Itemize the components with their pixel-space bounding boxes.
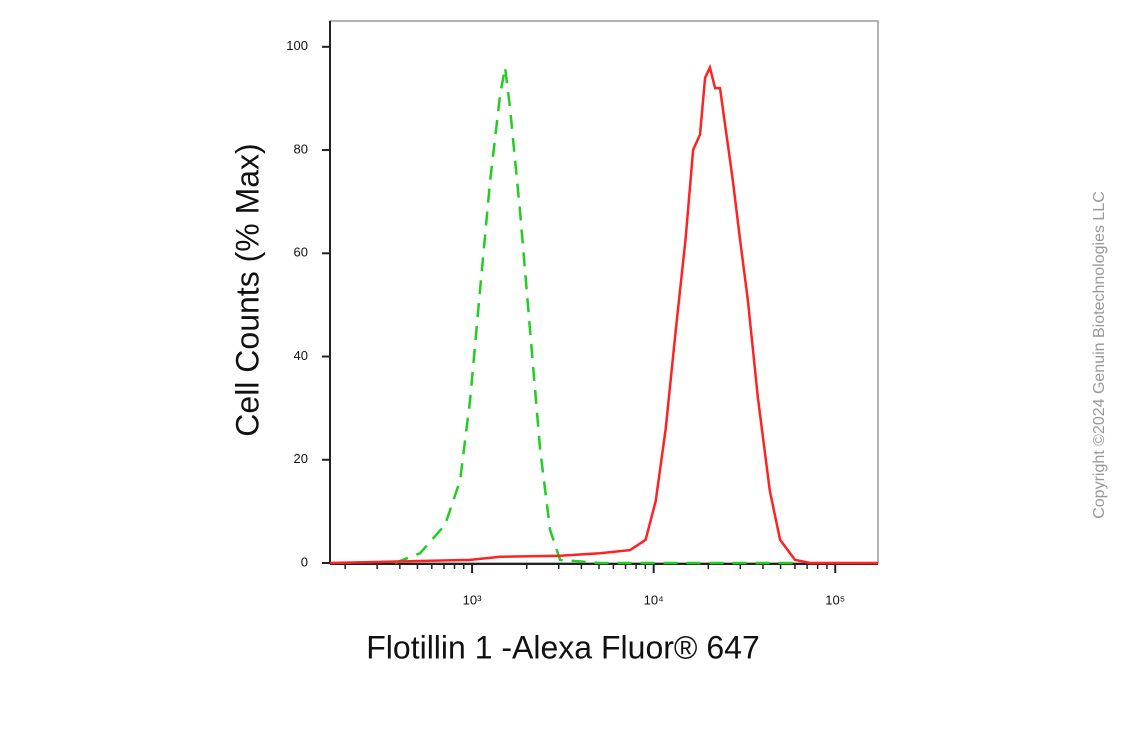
y-axis-title: Cell Counts (% Max) [229, 143, 265, 436]
y-tick-label: 100 [286, 38, 308, 53]
y-tick-label: 60 [294, 245, 308, 260]
x-tick-label: 10³ [463, 592, 482, 607]
x-axis-title: Flotillin 1 -Alexa Fluor® 647 [366, 629, 760, 665]
series-line [329, 63, 878, 565]
x-tick-label: 10⁵ [825, 592, 845, 607]
y-tick-label: 0 [301, 554, 308, 569]
y-tick-label: 20 [294, 451, 308, 466]
y-tick-label: 80 [294, 141, 308, 156]
y-tick-label: 40 [294, 348, 308, 363]
plot-frame [329, 20, 879, 564]
series-line [394, 67, 800, 565]
x-tick-label: 10⁴ [644, 592, 664, 607]
copyright: Copyright ©2024 Genuin Biotechnologies L… [1091, 191, 1108, 519]
